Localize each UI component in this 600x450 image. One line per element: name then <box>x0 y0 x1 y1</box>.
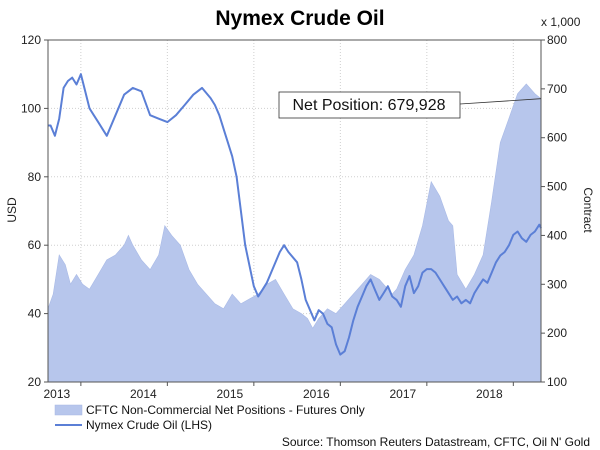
crude-oil-price-line <box>48 73 542 356</box>
legend: CFTC Non-Commercial Net Positions - Futu… <box>54 403 365 432</box>
left-tick-label: 120 <box>21 33 41 47</box>
callout-leader-line <box>459 98 542 105</box>
left-tick-label: 20 <box>28 375 42 389</box>
legend-label-crude-oil: Nymex Crude Oil (LHS) <box>86 418 212 432</box>
right-tick-label: 800 <box>547 33 567 47</box>
x-tick-label: 2013 <box>44 387 71 401</box>
x-axis-ticks: 2013 2014 2015 2016 2017 2018 <box>44 382 514 401</box>
net-position-callout: Net Position: 679,928 <box>278 91 542 119</box>
net-positions-area-layer <box>47 83 542 383</box>
right-axis-title: Contract <box>581 187 595 233</box>
right-tick-label: 100 <box>547 375 567 389</box>
chart-title: Nymex Crude Oil <box>215 7 384 30</box>
left-axis-title: USD <box>5 197 19 223</box>
left-tick-label: 80 <box>28 170 42 184</box>
right-tick-label: 500 <box>547 180 567 194</box>
left-tick-label: 100 <box>21 101 41 115</box>
legend-swatch-area <box>54 404 83 416</box>
right-tick-label: 300 <box>547 277 567 291</box>
right-axis-unit-label: x 1,000 <box>541 15 581 29</box>
plot-frame <box>47 39 542 383</box>
callout-box <box>278 91 461 119</box>
source-note: Source: Thomson Reuters Datastream, CFTC… <box>282 435 590 449</box>
legend-label-net-positions: CFTC Non-Commercial Net Positions - Futu… <box>86 403 365 417</box>
right-tick-label: 400 <box>547 228 567 242</box>
crude-oil-line-layer <box>48 73 542 356</box>
legend-item-crude-oil: Nymex Crude Oil (LHS) <box>55 418 212 432</box>
right-tick-label: 200 <box>547 326 567 340</box>
right-tick-label: 700 <box>547 82 567 96</box>
net-positions-area <box>47 83 542 383</box>
left-tick-label: 60 <box>28 238 42 252</box>
right-axis-ticks: 100 200 300 400 500 600 700 800 <box>541 33 567 389</box>
x-tick-label: 2015 <box>216 387 243 401</box>
callout-text: Net Position: 679,928 <box>293 97 446 114</box>
right-tick-label: 600 <box>547 131 567 145</box>
x-tick-label: 2017 <box>389 387 416 401</box>
left-axis-ticks: 20 40 60 80 100 120 <box>21 33 48 389</box>
left-tick-label: 40 <box>28 307 42 321</box>
x-tick-label: 2018 <box>476 387 503 401</box>
legend-item-net-positions: CFTC Non-Commercial Net Positions - Futu… <box>54 403 365 417</box>
x-tick-label: 2016 <box>303 387 330 401</box>
x-tick-label: 2014 <box>130 387 157 401</box>
